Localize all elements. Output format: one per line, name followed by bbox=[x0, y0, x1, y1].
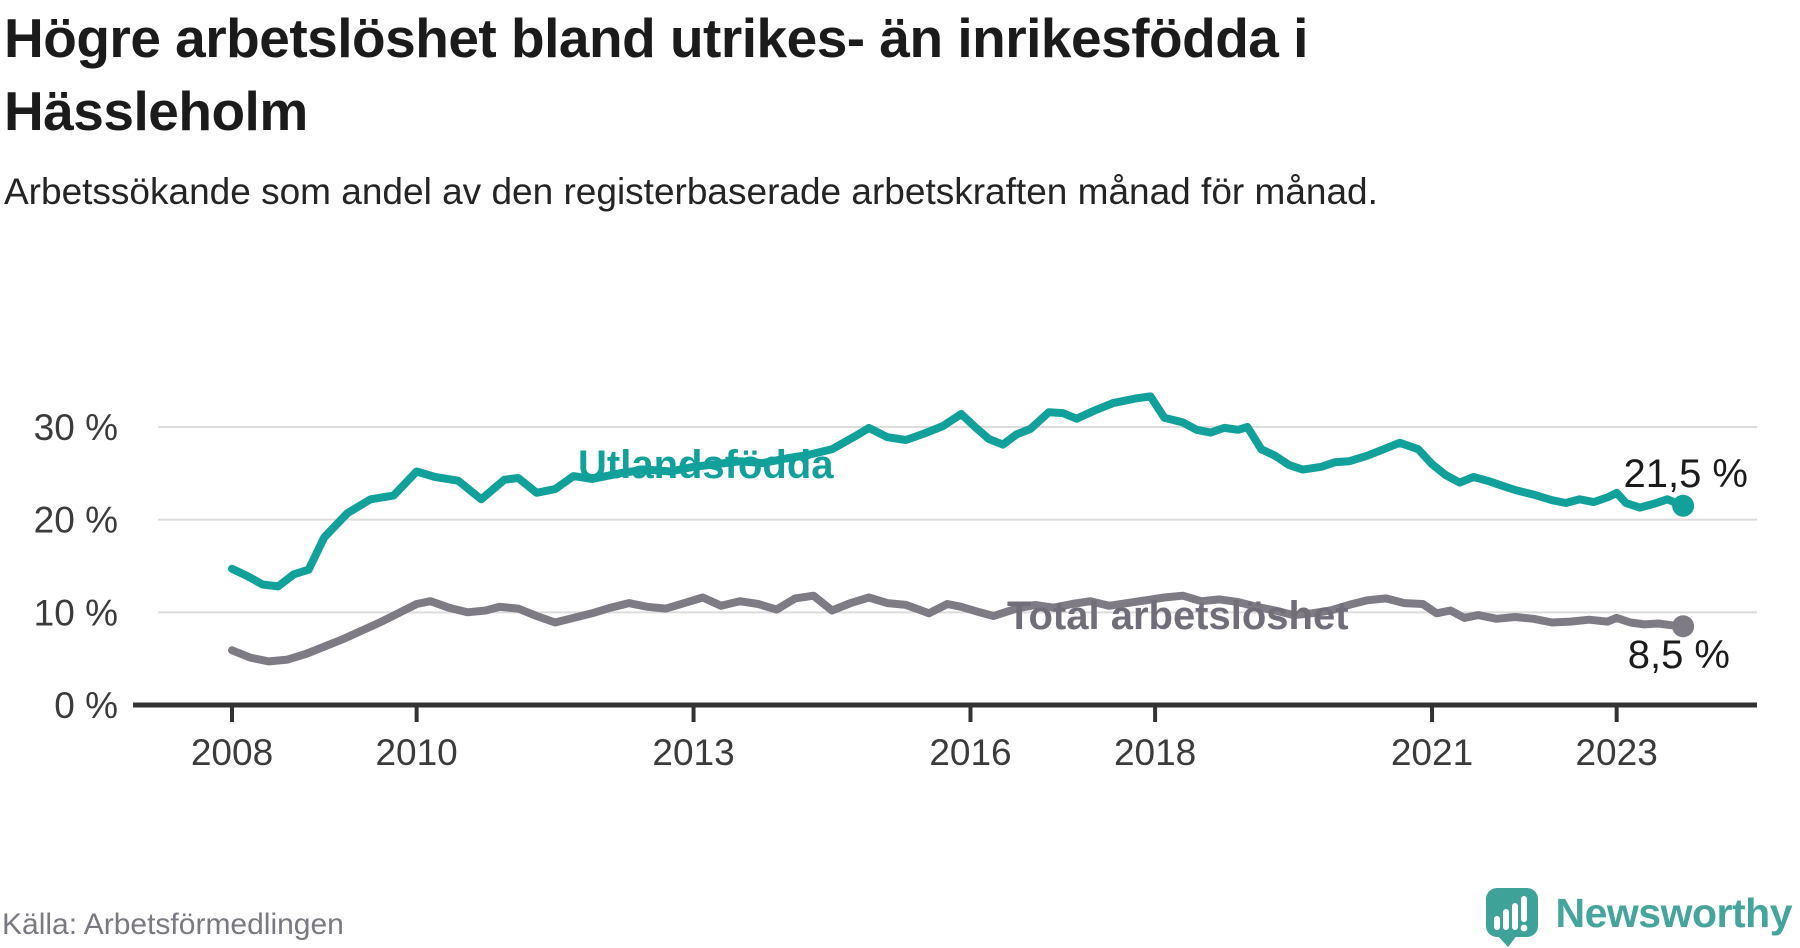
y-axis-label-20: 20 % bbox=[34, 500, 118, 541]
x-axis-label-2016: 2016 bbox=[929, 732, 1011, 773]
x-axis-label-2018: 2018 bbox=[1114, 732, 1196, 773]
x-axis-label-2013: 2013 bbox=[652, 732, 734, 773]
x-axis-label-2008: 2008 bbox=[191, 732, 273, 773]
series-line-total bbox=[228, 591, 1688, 666]
series-label-utlandsfodda: Utlandsfödda bbox=[578, 443, 834, 487]
source-note: Källa: Arbetsförmedlingen bbox=[2, 908, 344, 941]
chart-subtitle: Arbetssökande som andel av den registerb… bbox=[4, 171, 1378, 212]
newsworthy-logo-text: Newsworthy bbox=[1555, 890, 1793, 936]
end-value-label-utlandsfodda: 21,5 % bbox=[1623, 452, 1748, 496]
x-axis-label-2023: 2023 bbox=[1575, 732, 1657, 773]
y-axis-label-0: 0 % bbox=[54, 685, 118, 726]
end-value-label-total: 8,5 % bbox=[1628, 633, 1730, 677]
x-axis-label-2021: 2021 bbox=[1391, 732, 1473, 773]
newsworthy-logo: Newsworthy bbox=[1484, 878, 1793, 948]
x-axis-label-2010: 2010 bbox=[375, 732, 457, 773]
y-axis-label-10: 10 % bbox=[34, 592, 118, 633]
page-title: Högre arbetslöshet bland utrikes- än inr… bbox=[4, 7, 1308, 143]
series-endpoint-total bbox=[1672, 615, 1695, 638]
series-endpoint-utlandsfodda bbox=[1672, 494, 1695, 517]
y-axis-label-30: 30 % bbox=[34, 407, 118, 448]
series-label-total: Total arbetslöshet bbox=[1007, 594, 1349, 638]
newsworthy-logo-icon bbox=[1485, 888, 1538, 947]
series-line-utlandsfodda bbox=[228, 392, 1688, 591]
